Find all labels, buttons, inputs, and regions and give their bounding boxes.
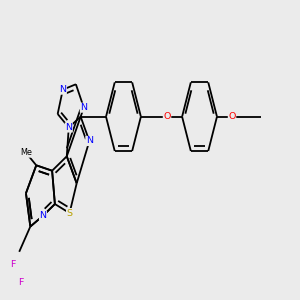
Text: F: F <box>18 278 23 287</box>
Text: S: S <box>67 208 73 217</box>
Text: N: N <box>80 103 87 112</box>
Text: N: N <box>65 123 72 132</box>
Text: O: O <box>164 112 171 121</box>
Text: Me: Me <box>20 148 32 157</box>
Text: N: N <box>86 136 93 146</box>
Text: N: N <box>59 85 66 94</box>
Text: F: F <box>10 260 15 269</box>
Text: O: O <box>228 112 236 121</box>
Text: N: N <box>40 211 46 220</box>
